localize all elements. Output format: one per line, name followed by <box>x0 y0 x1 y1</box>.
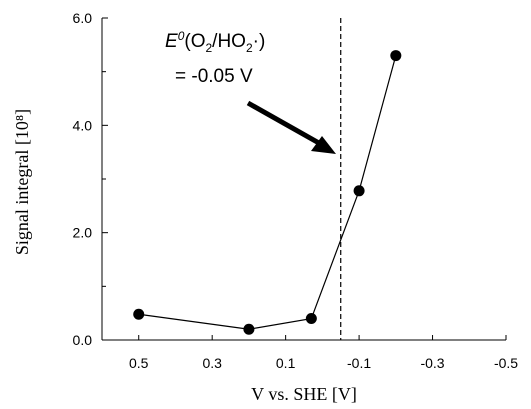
data-point <box>390 50 402 62</box>
annotation-arrow-shaft <box>246 100 328 150</box>
plot-area <box>101 18 506 341</box>
annotation-sub1: 2 <box>205 41 212 55</box>
x-tick-label: 0.3 <box>202 355 222 371</box>
data-point <box>353 185 365 197</box>
annotation-e: E <box>165 31 178 52</box>
y-ticks: 0.0 2.0 4.0 6.0 <box>73 10 108 348</box>
series <box>133 50 402 335</box>
data-point <box>305 313 317 325</box>
annotation-sup: 0 <box>178 29 185 43</box>
annotation-open: (O <box>184 31 205 52</box>
data-point <box>243 323 255 335</box>
data-point <box>133 308 145 320</box>
annotation-mid: /HO <box>212 31 246 52</box>
x-tick-label: -0.5 <box>494 355 518 371</box>
y-tick-label: 4.0 <box>73 117 93 133</box>
x-tick-label: -0.3 <box>420 355 444 371</box>
annotation-dot: ·) <box>253 31 266 52</box>
x-ticks: 0.5 0.3 0.1 -0.1 -0.3 -0.5 <box>129 335 518 371</box>
annotation-arrow-head <box>311 136 336 154</box>
x-tick-label: -0.1 <box>347 355 371 371</box>
y-tick-label: 2.0 <box>73 225 93 241</box>
annotation: E0(O2/HO2·) = -0.05 V <box>165 29 336 154</box>
annotation-line1: E0(O2/HO2·) <box>165 29 265 55</box>
x-tick-label: 0.1 <box>276 355 296 371</box>
x-axis-title: V vs. SHE [V] <box>251 384 357 404</box>
annotation-sub2: 2 <box>246 41 253 55</box>
y-tick-label: 0.0 <box>73 332 93 348</box>
x-tick-label: 0.5 <box>129 355 149 371</box>
y-tick-label: 6.0 <box>73 10 93 26</box>
y-axis-title: Signal integral [10⁸] <box>12 109 32 255</box>
annotation-line2: = -0.05 V <box>175 66 253 87</box>
